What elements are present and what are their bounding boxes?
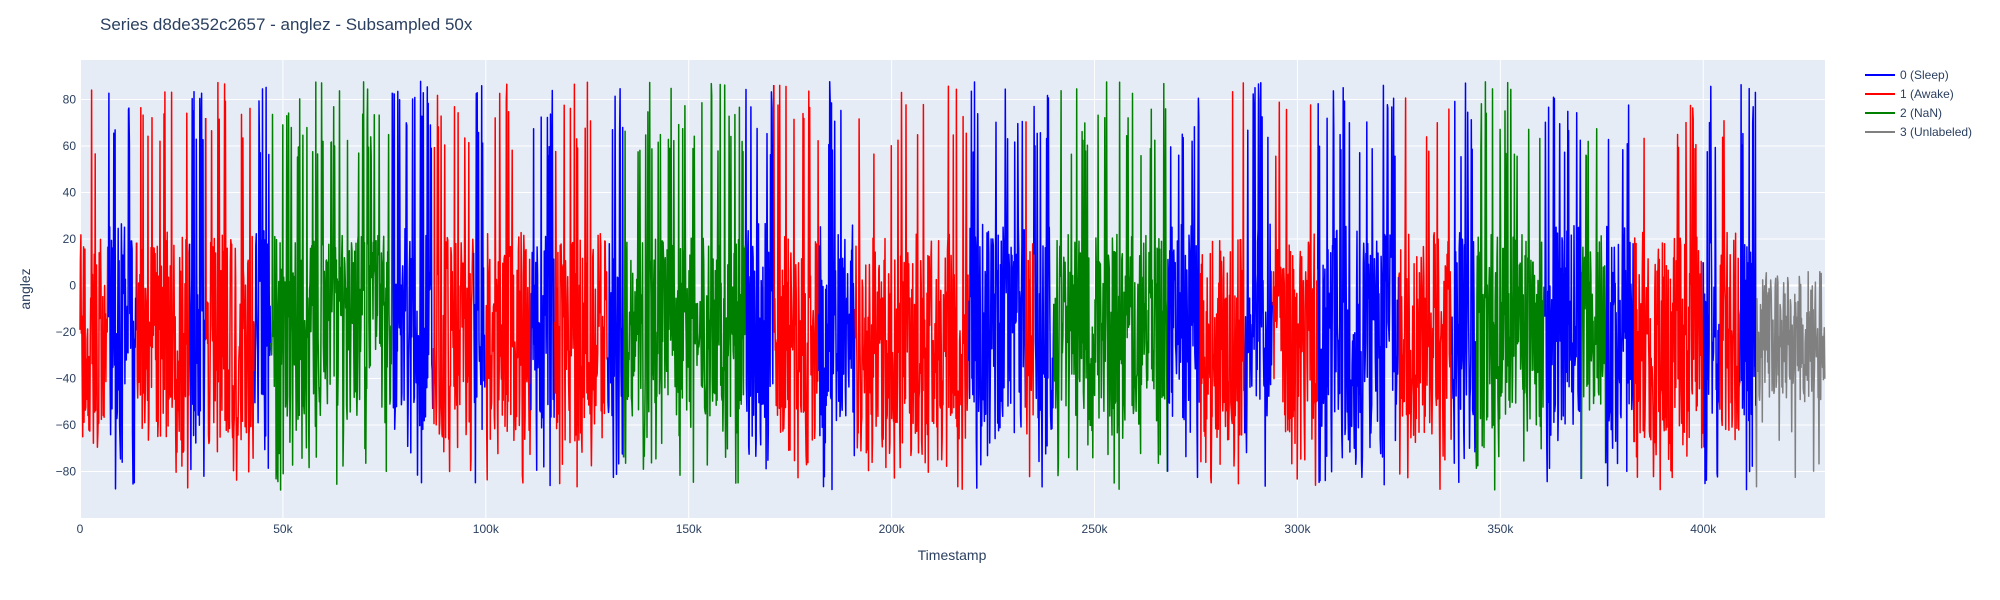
legend-item[interactable]: 1 (Awake) — [1865, 87, 1954, 101]
x-tick-label: 300k — [1284, 522, 1311, 536]
series-line-2 — [269, 81, 393, 491]
y-tick-label: −40 — [56, 372, 77, 386]
x-tick-label: 250k — [1082, 522, 1109, 536]
data-traces — [79, 80, 1826, 491]
series-line-1 — [1024, 121, 1035, 478]
series-line-2 — [1475, 81, 1546, 491]
x-tick-label: 150k — [676, 522, 703, 536]
series-line-2 — [1580, 128, 1607, 480]
series-line-0 — [1702, 85, 1721, 485]
series-line-0 — [606, 88, 625, 479]
series-line-1 — [205, 81, 256, 481]
series-line-0 — [1032, 94, 1055, 488]
series-line-0 — [391, 80, 434, 484]
series-line-0 — [817, 81, 856, 491]
series-line-1 — [1398, 97, 1453, 491]
series-line-1 — [1633, 104, 1704, 491]
legend[interactable]: 0 (Sleep) 1 (Awake) 2 (NaN) 3 (Unlabeled) — [1865, 68, 1972, 139]
legend-label: 0 (Sleep) — [1900, 68, 1949, 82]
y-tick-label: −20 — [56, 325, 77, 339]
series-line-3 — [1755, 270, 1826, 488]
series-line-0 — [1166, 97, 1201, 479]
y-tick-label: 20 — [63, 232, 77, 246]
series-line-1 — [854, 85, 970, 491]
series-line-0 — [1605, 104, 1635, 487]
series-line-1 — [773, 84, 820, 479]
series-line-0 — [967, 81, 1027, 489]
series-line-1 — [432, 94, 474, 473]
y-tick-label: −80 — [56, 465, 77, 479]
y-tick-label: 80 — [63, 93, 77, 107]
series-line-2 — [623, 81, 746, 484]
y-tick-label: 0 — [69, 279, 76, 293]
y-axis-ticks: −80 −60 −40 −20 0 20 40 60 80 — [56, 93, 77, 479]
series-line-0 — [1739, 84, 1757, 491]
series-line-2 — [1053, 81, 1169, 490]
series-line-1 — [79, 89, 109, 448]
series-line-0 — [1316, 84, 1400, 486]
legend-label: 2 (NaN) — [1900, 106, 1942, 120]
x-axis-title: Timestamp — [918, 547, 987, 563]
series-line-0 — [744, 85, 775, 470]
legend-item[interactable]: 3 (Unlabeled) — [1865, 125, 1972, 139]
y-tick-label: 40 — [63, 186, 77, 200]
series-line-0 — [107, 92, 138, 490]
x-tick-label: 0 — [77, 522, 84, 536]
series-line-1 — [1199, 82, 1246, 485]
series-line-1 — [485, 83, 532, 484]
legend-item[interactable]: 2 (NaN) — [1865, 106, 1942, 120]
series-line-1 — [1718, 119, 1741, 441]
series-line-1 — [136, 91, 191, 489]
series-line-0 — [1544, 96, 1582, 483]
series-line-0 — [529, 89, 556, 487]
x-tick-label: 200k — [879, 522, 906, 536]
x-tick-label: 400k — [1690, 522, 1717, 536]
legend-label: 3 (Unlabeled) — [1900, 125, 1972, 139]
y-tick-label: 60 — [63, 139, 77, 153]
legend-item[interactable]: 0 (Sleep) — [1865, 68, 1949, 82]
x-axis-ticks: 0 50k 100k 150k 200k 250k 300k 350k 400k — [77, 522, 1718, 536]
x-tick-label: 50k — [273, 522, 293, 536]
y-axis-title: anglez — [17, 268, 33, 309]
x-tick-label: 100k — [473, 522, 500, 536]
legend-label: 1 (Awake) — [1900, 87, 1954, 101]
series-line-1 — [554, 81, 609, 488]
chart-title: Series d8de352c2657 - anglez - Subsample… — [100, 15, 473, 34]
series-line-0 — [253, 86, 272, 469]
series-line-0 — [1450, 82, 1477, 484]
y-tick-label: −60 — [56, 418, 77, 432]
x-tick-label: 350k — [1487, 522, 1514, 536]
series-line-0 — [472, 84, 487, 484]
series-line-0 — [1243, 81, 1274, 487]
series-line-1 — [1272, 101, 1319, 487]
series-line-0 — [188, 90, 207, 477]
